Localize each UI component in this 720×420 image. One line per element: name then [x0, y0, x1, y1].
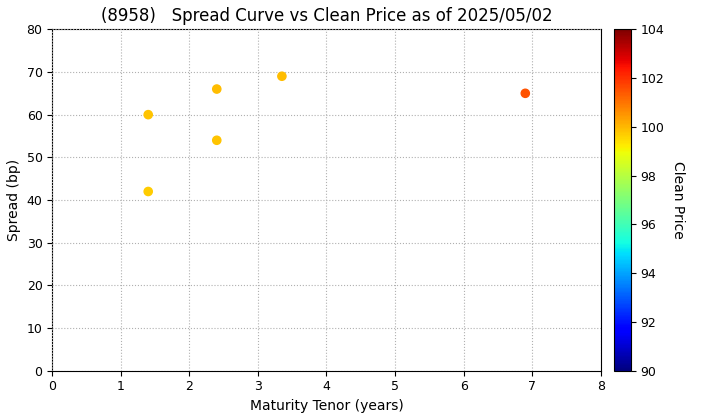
Point	[143, 111, 154, 118]
Title: (8958)   Spread Curve vs Clean Price as of 2025/05/02: (8958) Spread Curve vs Clean Price as of…	[101, 7, 552, 25]
X-axis label: Maturity Tenor (years): Maturity Tenor (years)	[250, 399, 403, 413]
Y-axis label: Clean Price: Clean Price	[672, 161, 685, 239]
Point	[143, 188, 154, 195]
Point	[211, 86, 222, 92]
Y-axis label: Spread (bp): Spread (bp)	[7, 159, 21, 241]
Point	[276, 73, 288, 80]
Point	[211, 137, 222, 144]
Point	[520, 90, 531, 97]
